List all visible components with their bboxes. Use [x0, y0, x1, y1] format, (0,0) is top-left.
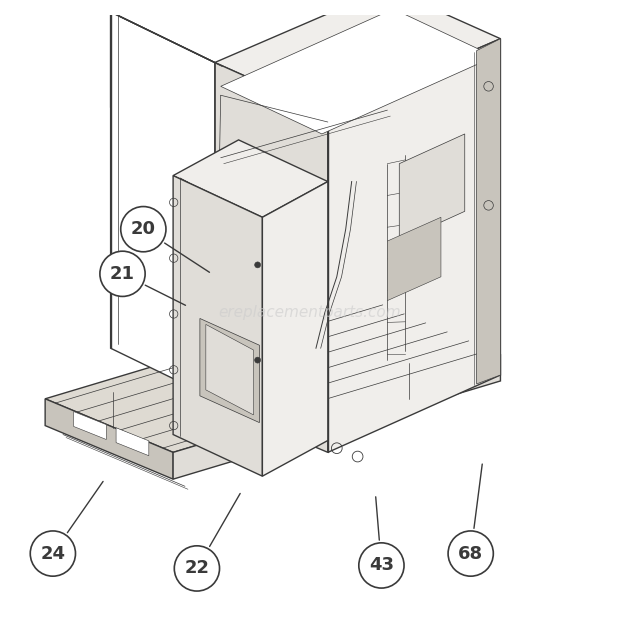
Polygon shape — [262, 181, 328, 476]
Polygon shape — [173, 140, 328, 218]
Polygon shape — [388, 217, 441, 301]
Polygon shape — [477, 39, 500, 384]
Ellipse shape — [448, 531, 494, 576]
Circle shape — [255, 262, 260, 268]
Polygon shape — [328, 39, 500, 452]
Ellipse shape — [121, 206, 166, 252]
Polygon shape — [45, 301, 500, 452]
Polygon shape — [221, 9, 495, 134]
Polygon shape — [215, 62, 328, 452]
Ellipse shape — [174, 546, 219, 591]
Polygon shape — [45, 399, 173, 479]
Polygon shape — [200, 319, 259, 422]
Polygon shape — [206, 324, 254, 415]
Text: 22: 22 — [184, 559, 210, 578]
Text: 43: 43 — [369, 556, 394, 574]
Polygon shape — [173, 176, 262, 476]
Polygon shape — [399, 134, 465, 241]
Polygon shape — [173, 354, 500, 479]
Polygon shape — [215, 0, 500, 113]
Ellipse shape — [100, 251, 145, 296]
Polygon shape — [74, 411, 106, 439]
Polygon shape — [116, 428, 149, 456]
Circle shape — [255, 357, 260, 363]
Text: ereplacementparts.com: ereplacementparts.com — [219, 305, 401, 320]
Text: 21: 21 — [110, 265, 135, 282]
Ellipse shape — [30, 531, 76, 576]
Polygon shape — [110, 12, 215, 399]
Text: 20: 20 — [131, 220, 156, 238]
Polygon shape — [110, 12, 215, 158]
Ellipse shape — [359, 543, 404, 588]
Text: 68: 68 — [458, 544, 483, 562]
Text: 24: 24 — [40, 544, 65, 562]
